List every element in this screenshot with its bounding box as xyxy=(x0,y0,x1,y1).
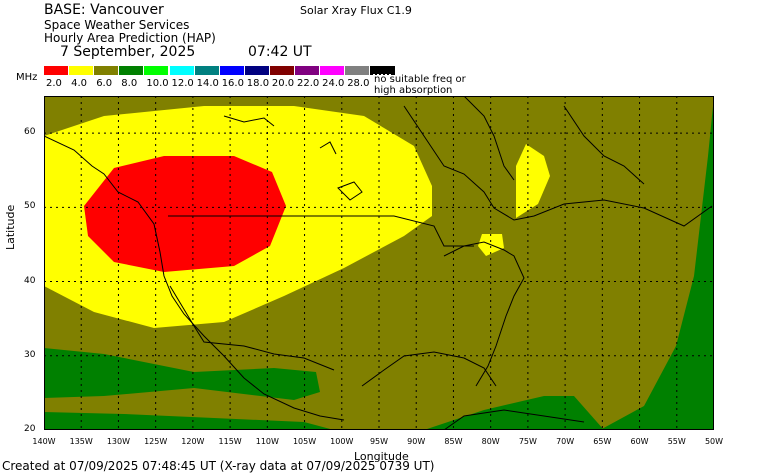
x-tick-label: 90W xyxy=(407,437,426,446)
no-freq-line2: high absorption xyxy=(374,85,453,96)
legend-swatch-14-0 xyxy=(194,66,219,75)
legend-swatch-28-0 xyxy=(345,66,370,75)
no-freq-line1: no suitable freq or xyxy=(374,74,466,85)
x-tick-label: 130W xyxy=(106,437,131,446)
legend-label-8-0: 8.0 xyxy=(121,78,138,89)
legend-label-2-0: 2.0 xyxy=(46,78,62,89)
x-tick-label: 70W xyxy=(556,437,575,446)
x-tick-label: 135W xyxy=(69,437,93,446)
legend-label-20-0: 20.0 xyxy=(271,78,295,89)
legend-swatch-4-0 xyxy=(69,66,94,75)
legend-label-24-0: 24.0 xyxy=(322,78,345,89)
coastlines xyxy=(44,96,713,430)
legend-swatch-8-0 xyxy=(119,66,144,75)
x-tick-label: 100W xyxy=(330,437,354,446)
y-tick-label: 60 xyxy=(24,127,36,138)
legend-swatch-10-0 xyxy=(144,66,169,75)
dotted-pattern-icon xyxy=(373,74,391,79)
legend-swatch-12-0 xyxy=(169,66,194,75)
legend-label-16-0: 16.0 xyxy=(221,78,244,89)
solar-flux-label: Solar Xray Flux C1.9 xyxy=(300,4,412,17)
x-tick-label: 80W xyxy=(481,437,500,446)
green-caribbean-region xyxy=(424,396,604,430)
x-tick-label: 120W xyxy=(181,437,205,446)
x-tick-label: 110W xyxy=(255,437,279,446)
x-tick-label: 140W xyxy=(32,437,56,446)
x-tick-label: 85W xyxy=(444,437,463,446)
yellow-patch-quebec xyxy=(516,144,550,218)
no-freq-label: no suitable freq or high absorption xyxy=(374,74,466,96)
x-tick-label: 50W xyxy=(704,437,724,446)
created-footer: Created at 07/09/2025 07:48:45 UT (X-ray… xyxy=(2,459,435,473)
x-tick-label: 95W xyxy=(369,437,389,446)
service-name: Space Weather Services xyxy=(44,18,190,32)
green-southwest-band xyxy=(44,348,320,400)
legend-swatch-24-0 xyxy=(320,66,345,75)
legend-swatch-2-0 xyxy=(44,66,68,75)
x-tick-label: 55W xyxy=(667,437,686,446)
political-borders xyxy=(168,215,474,371)
y-axis-label: Latitude xyxy=(4,204,17,250)
no-freq-swatch xyxy=(370,66,395,79)
product-name: Hourly Area Prediction (HAP) xyxy=(44,31,216,45)
legend-swatch-22-0 xyxy=(295,66,319,75)
forecast-date: 7 September, 2025 xyxy=(60,44,196,60)
legend-label-28-0: 28.0 xyxy=(347,78,370,89)
y-tick-label: 50 xyxy=(24,201,36,212)
legend-swatch-20-0 xyxy=(269,66,294,75)
map-frame xyxy=(44,96,714,430)
legend-label-10-0: 10.0 xyxy=(146,78,169,89)
graticule xyxy=(44,96,714,430)
legend-label-22-0: 22.0 xyxy=(297,78,320,89)
legend-swatch-18-0 xyxy=(244,66,269,75)
forecast-time: 07:42 UT xyxy=(248,44,312,60)
red-2mhz-region xyxy=(84,156,286,272)
x-axis-label: Longitude xyxy=(354,450,409,463)
legend-label-12-0: 12.0 xyxy=(171,78,194,89)
x-tick-label: 125W xyxy=(144,437,168,446)
legend-label-14-0: 14.0 xyxy=(196,78,219,89)
legend-unit: MHz xyxy=(16,72,38,83)
x-tick-label: 60W xyxy=(630,437,649,446)
x-tick-label: 105W xyxy=(292,437,317,446)
legend-label-4-0: 4.0 xyxy=(71,78,87,89)
x-tick-label: 115W xyxy=(218,437,242,446)
x-tick-label: 65W xyxy=(593,437,612,446)
green-south-band xyxy=(44,412,334,430)
y-tick-label: 20 xyxy=(24,424,36,434)
green-east-region xyxy=(600,96,714,430)
legend-label-18-0: 18.0 xyxy=(246,78,270,89)
legend-swatch-6-0 xyxy=(94,66,119,75)
legend-swatch-16-0 xyxy=(219,66,244,75)
y-tick-label: 30 xyxy=(24,349,36,360)
y-tick-label: 40 xyxy=(24,275,36,286)
base-title: BASE: Vancouver xyxy=(44,2,164,18)
hap-frequency-map xyxy=(44,96,714,430)
legend-label-6-0: 6.0 xyxy=(96,78,113,89)
x-tick-label: 75W xyxy=(518,437,537,446)
